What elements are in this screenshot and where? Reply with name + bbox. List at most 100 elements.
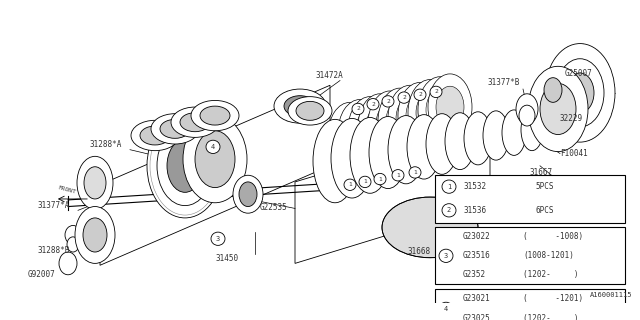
- Circle shape: [392, 170, 404, 181]
- Text: G23516: G23516: [463, 251, 491, 260]
- Ellipse shape: [464, 112, 492, 165]
- Ellipse shape: [338, 100, 382, 166]
- Ellipse shape: [382, 197, 478, 258]
- Ellipse shape: [408, 80, 452, 146]
- Ellipse shape: [406, 95, 434, 136]
- Ellipse shape: [200, 106, 230, 125]
- Text: G25007: G25007: [565, 69, 593, 78]
- Ellipse shape: [167, 139, 203, 192]
- Ellipse shape: [59, 252, 77, 275]
- Circle shape: [367, 99, 379, 110]
- Ellipse shape: [151, 114, 199, 144]
- Ellipse shape: [348, 97, 392, 163]
- Text: FRONT: FRONT: [57, 186, 76, 195]
- Text: 31377*A: 31377*A: [38, 201, 70, 211]
- Ellipse shape: [388, 116, 424, 184]
- Circle shape: [439, 249, 453, 262]
- Circle shape: [374, 173, 386, 185]
- Circle shape: [352, 103, 364, 115]
- Ellipse shape: [346, 112, 374, 154]
- Ellipse shape: [566, 73, 594, 113]
- Text: 3: 3: [444, 253, 448, 259]
- Ellipse shape: [378, 88, 422, 155]
- Ellipse shape: [545, 44, 615, 142]
- Circle shape: [206, 140, 220, 154]
- Text: 31668: 31668: [408, 247, 431, 256]
- Text: 2: 2: [402, 95, 406, 100]
- Ellipse shape: [233, 175, 263, 213]
- Text: 3: 3: [216, 236, 220, 242]
- Ellipse shape: [296, 101, 324, 120]
- Ellipse shape: [386, 100, 414, 142]
- Ellipse shape: [328, 102, 372, 169]
- Text: 1: 1: [378, 177, 382, 181]
- Circle shape: [359, 176, 371, 188]
- Text: 31288*B: 31288*B: [38, 246, 70, 255]
- Text: A160001115: A160001115: [589, 292, 632, 299]
- Ellipse shape: [160, 119, 190, 138]
- Circle shape: [442, 204, 456, 217]
- Ellipse shape: [157, 126, 213, 205]
- Text: 1: 1: [363, 180, 367, 184]
- Ellipse shape: [426, 89, 454, 131]
- Bar: [435, 175, 625, 223]
- Text: G23025: G23025: [463, 314, 491, 320]
- Text: 32229: 32229: [560, 114, 583, 123]
- Text: 31288*A: 31288*A: [90, 140, 122, 149]
- Ellipse shape: [288, 97, 332, 125]
- Text: (1202-     ): (1202- ): [523, 270, 579, 279]
- Circle shape: [442, 180, 456, 193]
- Text: G22535: G22535: [260, 203, 288, 212]
- Text: 2: 2: [371, 102, 375, 107]
- Ellipse shape: [274, 89, 326, 123]
- Text: 1: 1: [348, 182, 352, 187]
- Ellipse shape: [366, 106, 394, 148]
- Ellipse shape: [171, 107, 219, 137]
- Text: 1: 1: [396, 173, 400, 178]
- Text: 1: 1: [413, 170, 417, 175]
- Ellipse shape: [191, 100, 239, 131]
- Text: 31532: 31532: [463, 182, 486, 191]
- Ellipse shape: [418, 77, 462, 143]
- Ellipse shape: [147, 114, 223, 218]
- Ellipse shape: [376, 103, 404, 145]
- Circle shape: [439, 302, 453, 316]
- Ellipse shape: [313, 119, 357, 203]
- Text: 2: 2: [447, 207, 451, 213]
- Ellipse shape: [67, 237, 79, 252]
- Ellipse shape: [75, 206, 115, 263]
- Text: 4: 4: [444, 306, 448, 312]
- Bar: [435, 228, 625, 284]
- Text: G2352: G2352: [463, 270, 486, 279]
- Text: 2: 2: [356, 107, 360, 111]
- Text: (1008-1201): (1008-1201): [523, 251, 574, 260]
- Ellipse shape: [396, 98, 424, 139]
- Circle shape: [430, 86, 442, 98]
- Ellipse shape: [336, 115, 364, 156]
- Circle shape: [382, 96, 394, 107]
- Ellipse shape: [436, 86, 464, 128]
- Ellipse shape: [183, 116, 247, 203]
- Ellipse shape: [398, 83, 442, 149]
- Ellipse shape: [284, 96, 316, 116]
- Ellipse shape: [195, 131, 235, 188]
- Text: (      -1201): ( -1201): [523, 294, 583, 303]
- Ellipse shape: [416, 92, 444, 133]
- Text: 6PCS: 6PCS: [535, 206, 554, 215]
- Bar: [435, 289, 625, 320]
- Ellipse shape: [556, 59, 604, 127]
- Text: 2: 2: [434, 89, 438, 94]
- Ellipse shape: [426, 114, 458, 174]
- Text: G92007: G92007: [28, 270, 56, 279]
- Text: 4: 4: [211, 144, 215, 150]
- Circle shape: [409, 167, 421, 178]
- Circle shape: [344, 179, 356, 190]
- Ellipse shape: [428, 74, 472, 140]
- Text: 2: 2: [418, 92, 422, 97]
- Ellipse shape: [540, 84, 576, 134]
- Ellipse shape: [544, 78, 562, 102]
- Ellipse shape: [140, 126, 170, 145]
- Ellipse shape: [65, 226, 81, 244]
- Ellipse shape: [407, 115, 441, 179]
- Text: 1: 1: [447, 184, 451, 190]
